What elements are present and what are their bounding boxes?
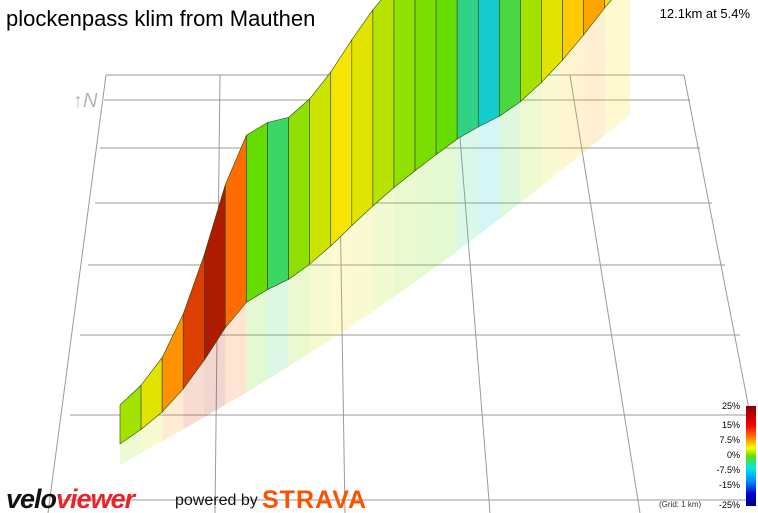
profile-segment — [499, 0, 521, 117]
grid-line — [454, 74, 491, 513]
profile-shadow-segment — [393, 170, 416, 297]
profile-shadow-segment — [415, 154, 437, 282]
profile-shadow-segment — [204, 327, 226, 418]
profile-segment — [520, 0, 542, 103]
profile-shadow-segment — [604, 0, 630, 136]
logo-velo-text: velo — [6, 484, 57, 513]
profile-shadow-segment — [120, 429, 142, 465]
profile-shadow-segment — [288, 264, 310, 367]
profile-segment — [477, 0, 500, 128]
profile-shadow — [120, 0, 630, 465]
legend-label: -15% — [718, 480, 740, 490]
legend-label: 25% — [721, 401, 740, 411]
profile-segment — [288, 98, 310, 280]
strava-logo[interactable]: STRAVA — [262, 486, 368, 513]
legend-label: 7.5% — [719, 435, 740, 445]
profile-shadow-segment — [372, 187, 394, 312]
profile-segment — [330, 38, 353, 247]
profile-shadow-segment — [478, 116, 500, 236]
profile-shadow-segment — [183, 360, 205, 430]
grid-line — [683, 74, 756, 441]
powered-by-text: powered by — [175, 492, 258, 509]
profile-shadow-segment — [246, 289, 268, 393]
profile-shadow-segment — [351, 205, 373, 326]
profile-segment — [267, 116, 289, 291]
profile-shadow-segment — [309, 245, 331, 354]
grid-line — [47, 74, 107, 513]
profile-shadow-segment — [499, 101, 521, 220]
profile-shadow-segment — [583, 7, 605, 153]
veloviewer-logo[interactable]: veloviewer — [6, 484, 135, 513]
profile-shadow-segment — [267, 279, 289, 380]
profile-segment — [604, 0, 612, 9]
gradient-legend-bar — [746, 406, 756, 506]
profile-segment — [541, 0, 563, 84]
profile-shadow-segment — [562, 34, 584, 170]
legend-label: -7.5% — [716, 465, 740, 475]
profile-segment — [225, 135, 247, 329]
profile-shadow-segment — [225, 302, 247, 405]
profile-shadow-segment — [162, 388, 184, 442]
profile-shadow-segment — [520, 82, 542, 203]
grid-line — [569, 74, 641, 513]
north-arrow-icon: ↑N — [73, 90, 98, 112]
profile-shadow-segment — [330, 225, 352, 340]
grid-note: (Grid: 1 km) — [659, 500, 702, 509]
profile-wall — [119, 0, 612, 445]
profile-segment — [372, 0, 395, 207]
profile-segment — [246, 121, 268, 303]
profile-segment — [562, 0, 584, 61]
legend-label: -25% — [718, 500, 740, 510]
profile-segment — [435, 0, 458, 156]
profile-segment — [456, 0, 479, 140]
legend-label: 15% — [721, 420, 740, 430]
logo-viewer-text: viewer — [56, 484, 135, 513]
profile-segment — [583, 0, 606, 36]
profile-segment — [414, 0, 437, 172]
profile-segment — [351, 8, 374, 227]
profile-shadow-segment — [541, 60, 563, 187]
profile-shadow-segment — [457, 126, 479, 252]
page-title: plockenpass klim from Mauthen — [6, 6, 316, 31]
profile-shadow-segment — [436, 139, 458, 267]
climb-summary: 12.1km at 5.4% — [659, 6, 750, 21]
profile-segment — [309, 71, 332, 265]
profile-segment — [393, 0, 416, 189]
profile-shadow-segment — [141, 411, 163, 454]
legend-label: 0% — [726, 450, 740, 460]
